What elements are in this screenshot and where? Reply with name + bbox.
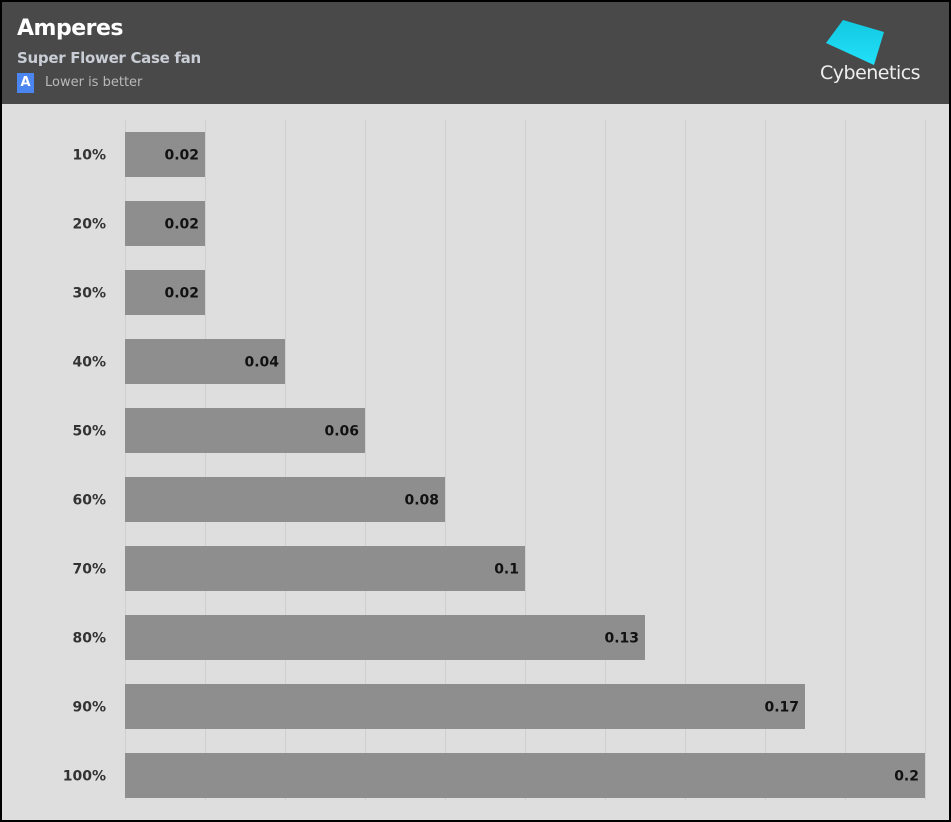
y-tick-label: 30% [72, 286, 106, 302]
value-label: 0.1 [494, 562, 519, 578]
y-tick-label: 20% [72, 217, 106, 233]
value-label: 0.17 [764, 700, 799, 716]
y-tick-label: 40% [72, 355, 106, 371]
bar [125, 615, 645, 660]
y-tick-label: 90% [72, 700, 106, 716]
value-label: 0.08 [404, 493, 439, 509]
y-tick-label: 10% [72, 148, 106, 164]
value-label: 0.04 [244, 355, 279, 371]
value-label: 0.2 [894, 769, 919, 785]
value-label: 0.13 [604, 631, 639, 647]
bar [125, 270, 205, 315]
cybenetics-logo-icon [826, 20, 884, 65]
legend-badge: A [17, 73, 34, 93]
y-tick-label: 100% [63, 769, 106, 785]
bar [125, 339, 285, 384]
value-label: 0.02 [164, 148, 199, 164]
lower-is-better-note: Lower is better [45, 75, 143, 90]
bar [125, 201, 205, 246]
value-label: 0.06 [324, 424, 359, 440]
bar [125, 546, 525, 591]
y-tick-label: 80% [72, 631, 106, 647]
bar [125, 408, 365, 453]
bar [125, 753, 925, 798]
y-tick-label: 60% [72, 493, 106, 509]
y-tick-label: 50% [72, 424, 106, 440]
logo-text: Cybenetics [820, 62, 921, 84]
y-tick-label: 70% [72, 562, 106, 578]
header: Amperes Super Flower Case fan A Lower is… [2, 2, 949, 104]
bar [125, 132, 205, 177]
value-label: 0.02 [164, 286, 199, 302]
bar [125, 477, 445, 522]
chart-title: Amperes [17, 16, 123, 41]
value-label: 0.02 [164, 217, 199, 233]
bar [125, 684, 805, 729]
chart-subtitle: Super Flower Case fan [17, 49, 201, 67]
